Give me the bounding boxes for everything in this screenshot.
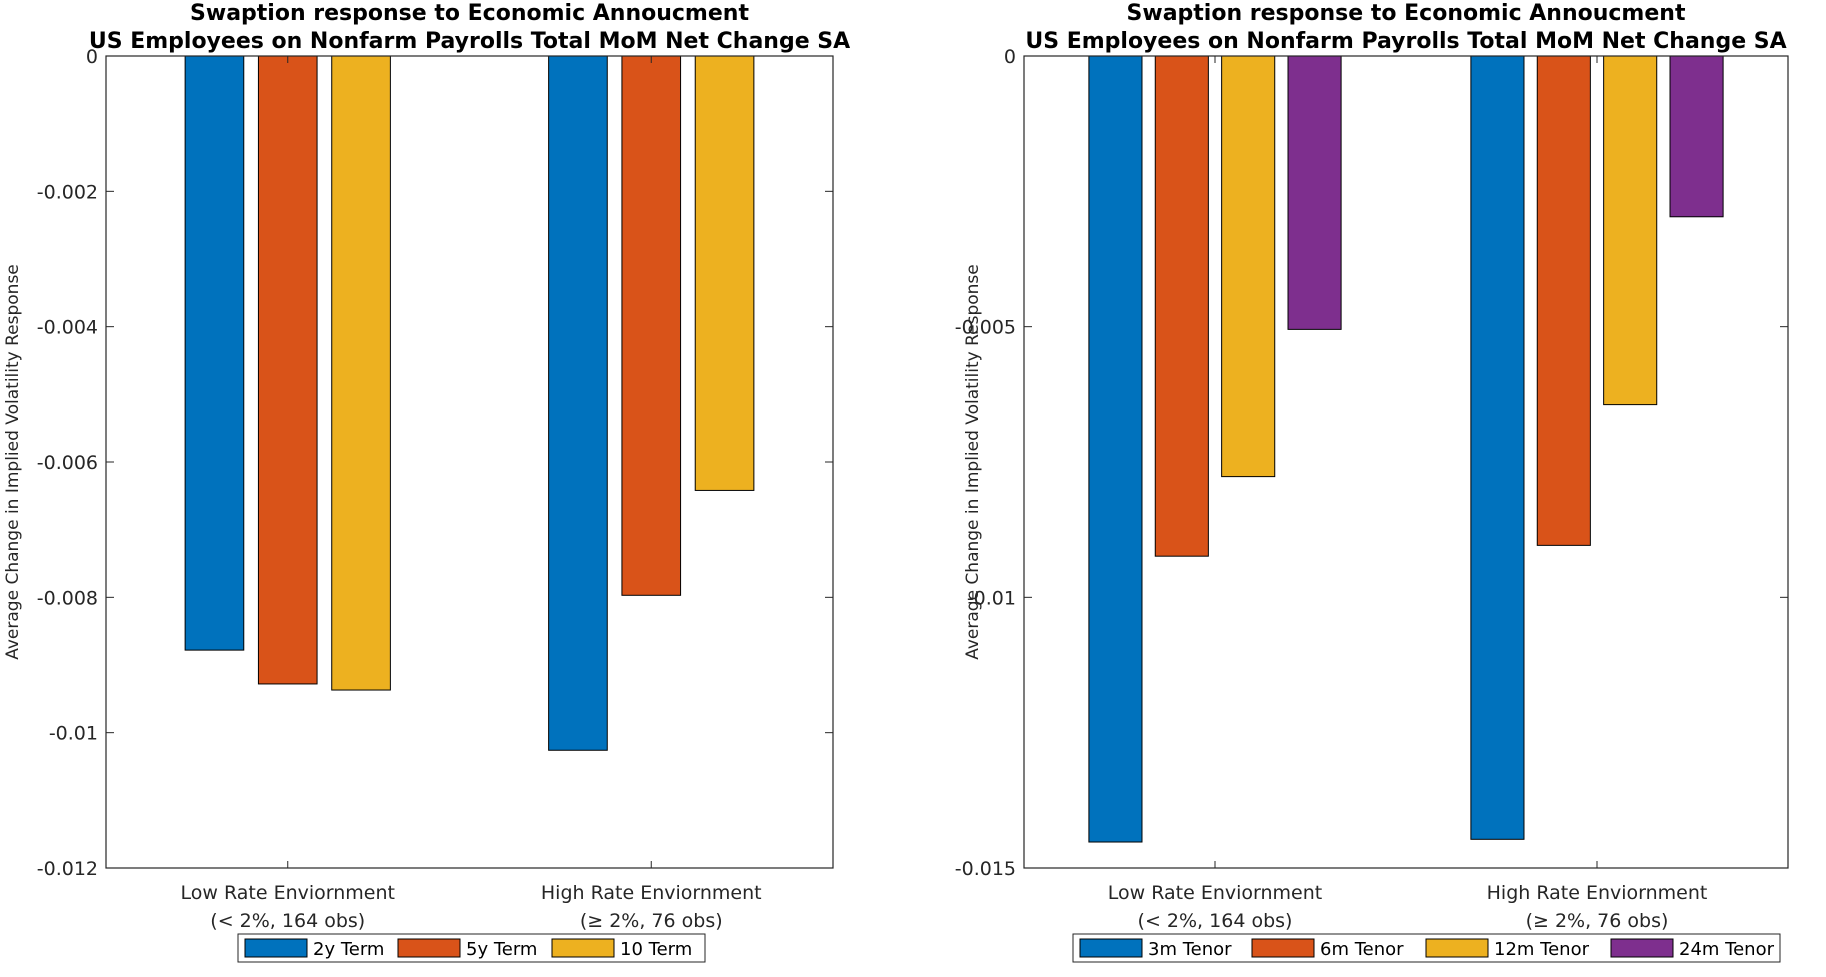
y-axis-label: Average Change in Implied Volatility Res…	[3, 264, 23, 660]
chart-title: Swaption response to Economic Annoucment	[1127, 1, 1686, 26]
bar-10-term-high	[694, 55, 755, 491]
legend-entry: 3m Tenor	[1148, 939, 1232, 960]
chart-title: Swaption response to Economic Annoucment	[190, 1, 749, 26]
bar-2y-term-low	[184, 55, 245, 651]
legend: 2y Term 5y Term 10 Term	[237, 933, 706, 963]
bar-6m-tenor-high	[1536, 55, 1591, 546]
axes-box	[1023, 55, 1789, 869]
bar-12m-tenor-low	[1221, 55, 1276, 478]
y-tick-label: -0.005	[955, 317, 1016, 339]
y-tick-label: -0.01	[967, 587, 1016, 609]
bar-10-term-low	[331, 55, 391, 691]
legend-swatch	[1079, 938, 1143, 958]
x-tick-label: High Rate Enviornment	[541, 882, 762, 904]
legend-entry: 24m Tenor	[1679, 939, 1775, 960]
legend-entry: 10 Term	[620, 939, 692, 960]
y-tick-label: -0.008	[37, 587, 98, 609]
legend-swatch	[244, 938, 308, 958]
bar-5y-term-low	[257, 55, 318, 685]
legend-swatch	[1610, 938, 1674, 958]
bar-3m-tenor-low	[1088, 55, 1143, 843]
chart-title: US Employees on Nonfarm Payrolls Total M…	[1025, 29, 1786, 54]
bar-6m-tenor-low	[1154, 55, 1209, 557]
legend-entry: 12m Tenor	[1494, 939, 1590, 960]
x-tick-label: Low Rate Enviornment	[1108, 882, 1322, 904]
x-tick-label: Low Rate Enviornment	[181, 882, 395, 904]
bar-2y-term-high	[548, 55, 608, 751]
y-tick-label: -0.012	[37, 858, 98, 880]
y-tick-label: -0.004	[37, 317, 98, 339]
x-tick-label: High Rate Enviornment	[1487, 882, 1708, 904]
plot-area	[1024, 56, 1788, 868]
y-tick-label: -0.002	[37, 181, 98, 203]
y-tick-label: 0	[1004, 46, 1016, 68]
legend-entry: 5y Term	[466, 939, 537, 960]
x-tick-label: (≥ 2%, 76 obs)	[1526, 910, 1669, 932]
x-tick-label: (< 2%, 164 obs)	[1138, 910, 1293, 932]
x-tick-label: (≥ 2%, 76 obs)	[580, 910, 723, 932]
y-tick-label: 0	[86, 46, 98, 68]
axes-box	[105, 55, 834, 869]
legend-entry: 2y Term	[313, 939, 384, 960]
legend-swatch	[397, 938, 461, 958]
legend-swatch	[551, 938, 615, 958]
chart-title: US Employees on Nonfarm Payrolls Total M…	[89, 29, 850, 54]
y-tick-label: -0.01	[49, 723, 98, 745]
y-tick-label: -0.006	[37, 452, 98, 474]
chart-panel-2: Low Rate Enviornment (< 2%, 164 obs) High …	[955, 1, 1789, 963]
legend-box	[237, 933, 706, 963]
legend-entry: 6m Tenor	[1320, 939, 1404, 960]
bar-24m-tenor-high	[1669, 55, 1724, 218]
bar-3m-tenor-high	[1470, 55, 1525, 840]
legend: 3m Tenor 6m Tenor 12m Tenor 24m Tenor	[1072, 933, 1781, 963]
legend-swatch	[1251, 938, 1315, 958]
bar-24m-tenor-low	[1287, 55, 1342, 330]
chart-panel-1: Low Rate Enviornment (< 2%, 164 obs) High …	[3, 1, 850, 963]
bar-5y-term-high	[621, 55, 682, 596]
x-tick-label: (< 2%, 164 obs)	[210, 910, 365, 932]
bar-12m-tenor-high	[1603, 55, 1658, 406]
y-axis-label: Average Change in Implied Volatility Res…	[963, 264, 983, 660]
y-tick-label: -0.015	[955, 858, 1016, 880]
legend-swatch	[1425, 938, 1489, 958]
